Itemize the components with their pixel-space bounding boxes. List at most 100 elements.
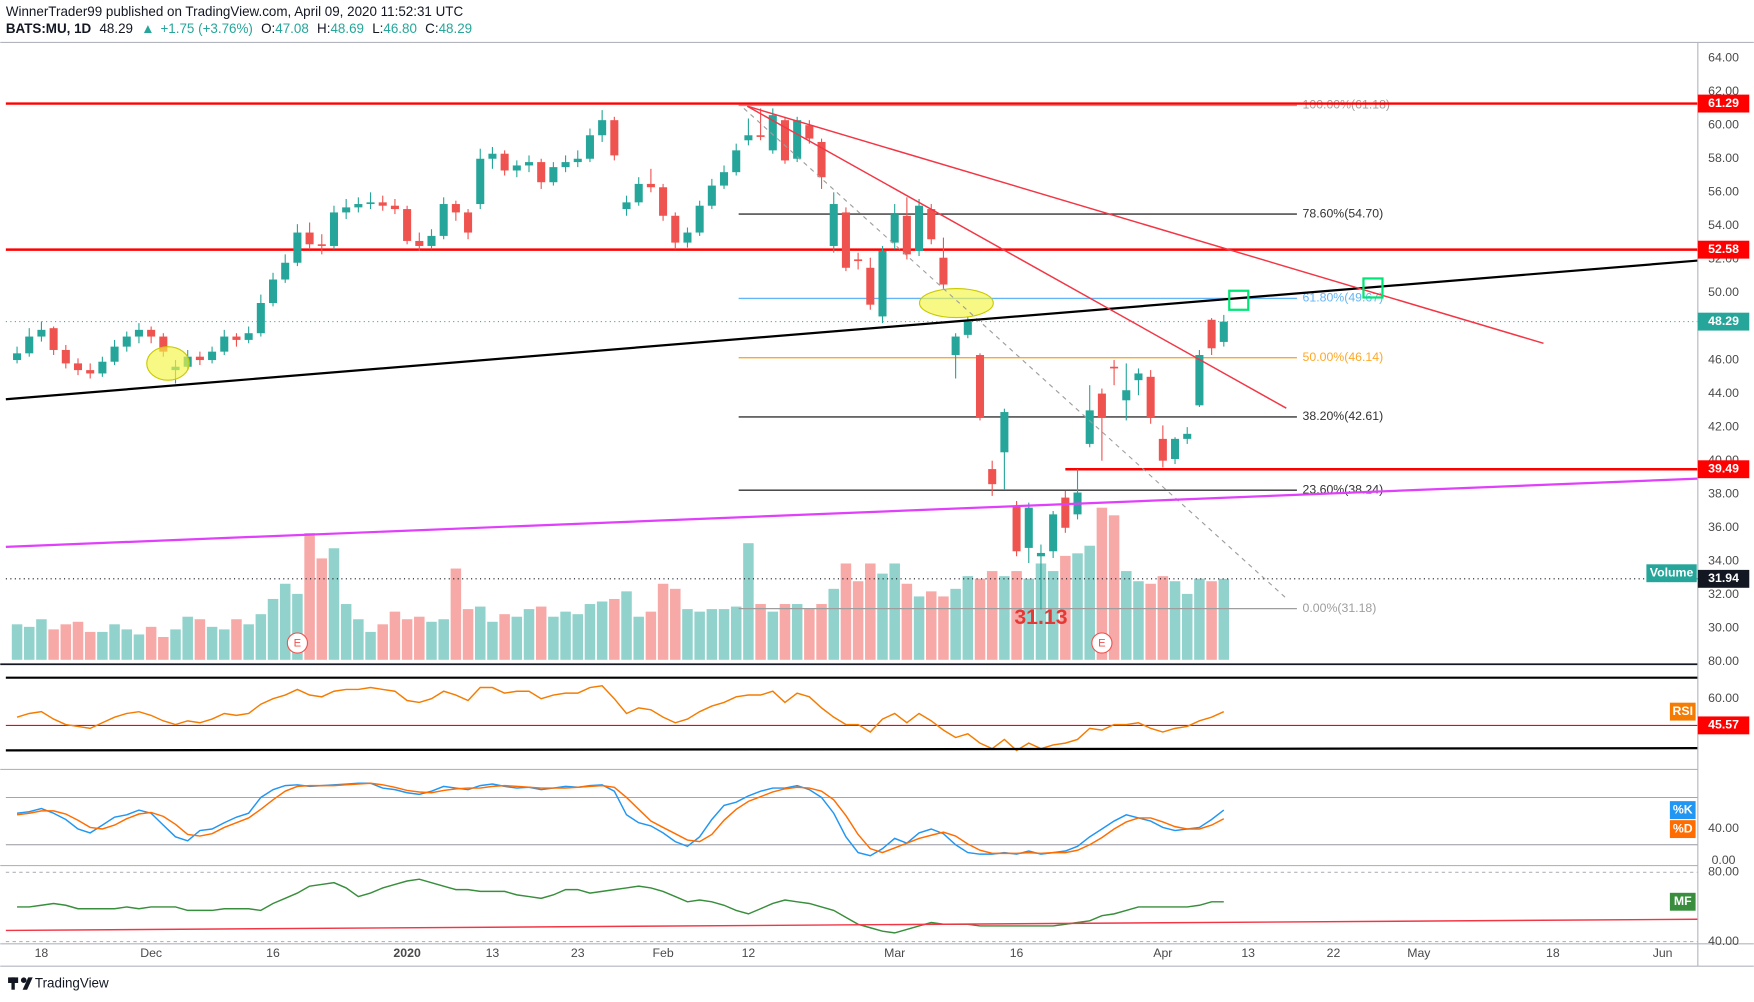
volume-bar [84,631,96,660]
volume-bar [389,611,401,660]
footer-logo [8,977,33,990]
candle-body [1219,321,1228,342]
fib-label: 38.20%(42.61) [1303,409,1384,423]
x-tick-label: 13 [486,946,500,960]
volume-bar [584,604,596,660]
volume-bar [901,583,913,660]
candle-body [671,215,680,243]
candle-body [49,328,58,350]
volume-bar [682,609,693,660]
logo-part [11,977,15,990]
mf-trend-line [5,918,1698,932]
candle-body [902,215,911,255]
x-tick-label: 16 [266,946,280,960]
candle-body [439,204,448,236]
x-tick-label: 23 [571,946,585,960]
footer-brand: TradingView [35,976,109,991]
volume-bar [925,591,937,660]
volume-bar [804,609,815,660]
volume-bar [694,611,705,660]
volume-bar [1181,593,1193,660]
candle-body [805,125,814,139]
volume-bar [438,619,449,660]
volume-bar [523,609,535,660]
earnings-label: E [1098,638,1105,650]
volume-bar [730,606,742,660]
volume-bar [865,563,876,660]
candle-body [646,183,655,188]
volume-bar [840,563,852,660]
candle-body [573,158,582,163]
x-tick-label: Jun [1653,946,1673,960]
y-tick-label: 80.00 [1708,865,1739,879]
y-tick-label: 32.00 [1708,587,1739,601]
low-label: 31.13 [1014,605,1067,629]
candle-body [415,240,424,246]
volume-bar [511,616,523,660]
volume-bar [962,576,974,660]
candle-body [1061,497,1070,528]
volume-bar [548,616,559,660]
candle-body [841,212,850,268]
candle-body [195,356,204,361]
trend-line [747,105,1544,345]
candle-body [1183,433,1192,439]
candle-body [122,336,131,347]
trend-line [5,259,1698,401]
volume-bar [487,621,498,660]
volume-bar [1047,571,1059,660]
candle-body [110,346,119,362]
ohlc-key: O: [261,21,275,36]
candle-body [342,207,351,213]
volume-bar [1133,581,1144,660]
volume-bar [1206,581,1217,660]
volume-bar [767,611,779,660]
y-tick-label: 38.00 [1708,486,1739,500]
volume-bar [1096,507,1108,660]
candle-body [488,153,497,159]
candle-body [1036,552,1045,557]
volume-bar [1194,578,1205,660]
candle-body [451,204,460,213]
trend-line [5,477,1698,548]
candle-body [476,158,485,205]
volume-bar [304,533,315,660]
x-tick-label: 13 [1241,946,1255,960]
candle-body [1207,319,1216,349]
candle-body [854,259,863,262]
volume-bar [1023,578,1035,660]
candle-body [1195,355,1204,406]
candle-body [817,141,826,178]
candle-body [98,361,107,374]
volume-bar [499,614,510,660]
volume-bar [474,606,486,660]
volume-bar [621,591,632,660]
y-tick-label: 44.00 [1708,386,1739,400]
candle-body [512,165,521,171]
volume-bar [596,601,608,660]
volume-last-label: 31.94 [1708,571,1739,585]
x-tick-label: Mar [884,946,905,960]
candle-body [281,262,290,280]
volume-last-box [1697,569,1750,588]
up-arrow: ▲ [141,21,154,36]
volume-bar [657,583,669,660]
volume-bar [243,624,254,660]
volume-bar [791,604,803,660]
volume-bar [1108,515,1120,660]
volume-name-box [1646,564,1697,583]
candle-body [768,115,777,151]
ohlc-key: C: [425,21,438,36]
ohlc-key: L: [372,21,383,36]
trend-line [746,105,1287,409]
volume-name-label: Volume [1650,565,1694,579]
x-tick-label: Dec [140,946,162,960]
volume-bar [974,578,986,660]
candle-body [756,135,765,137]
y-tick-label: 58.00 [1708,151,1739,165]
candle-body [890,214,899,243]
highlight-ellipse [918,287,994,319]
